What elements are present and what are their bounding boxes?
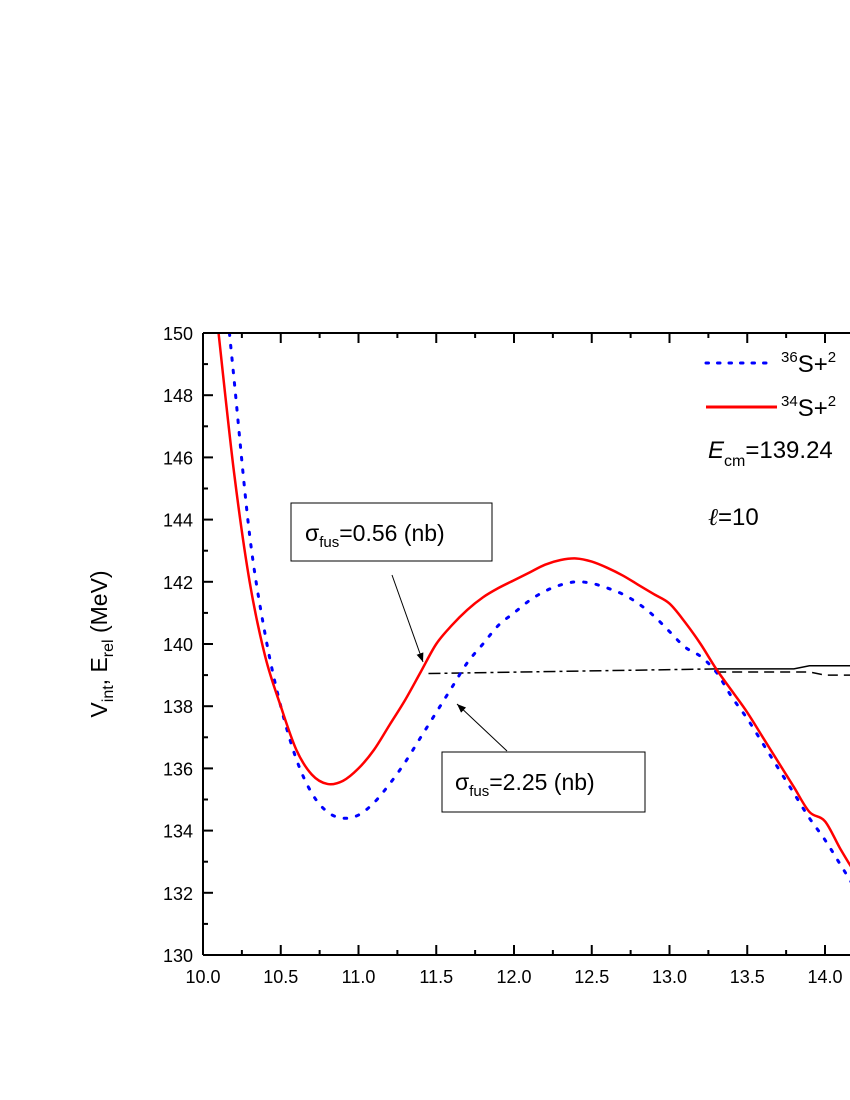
energy-line-solid [716, 665, 850, 670]
x-tick-label: 14.0 [807, 967, 842, 987]
x-tick-label: 10.0 [185, 967, 220, 987]
energy-line-dashed [716, 671, 850, 676]
x-tick-label: 12.5 [574, 967, 609, 987]
x-tick-label: 12.0 [496, 967, 531, 987]
annotation-arrow [391, 574, 424, 663]
ecm-label: Ecm=139.24 [708, 437, 833, 470]
svg-text:σfus=2.25 (nb): σfus=2.25 (nb) [455, 769, 595, 800]
y-tick-label: 136 [163, 759, 193, 779]
annotation-arrow [456, 703, 508, 752]
energy-line-dash-dot [428, 668, 717, 675]
y-tick-label: 148 [163, 386, 193, 406]
angular-momentum-label: ℓ=10 [708, 503, 759, 531]
y-tick-label: 150 [163, 324, 193, 344]
axis-ticks: 10.0 10.5 11.0 11.5 12.0 12.5 13.0 13.5 14.0 130 1… [163, 324, 843, 987]
annotation-sigma-056: σfus=0.56 (nb) [290, 502, 493, 663]
y-tick-label: 142 [163, 573, 193, 593]
svg-text:σfus=0.56 (nb): σfus=0.56 (nb) [305, 520, 445, 551]
annotation-sigma-225: σfus=2.25 (nb) [441, 703, 646, 813]
y-tick-label: 140 [163, 635, 193, 655]
series-group [217, 333, 850, 883]
y-tick-label: 130 [163, 946, 193, 966]
x-tick-label: 13.0 [652, 967, 687, 987]
legend: 36S+2 34S+2 Ecm=139.24 ℓ=10 [704, 349, 836, 531]
x-tick-label: 11.0 [342, 967, 376, 987]
x-tick-label: 10.5 [263, 967, 298, 987]
legend-label-36s: 36S+2 [781, 349, 836, 378]
y-tick-label: 138 [163, 697, 193, 717]
x-tick-label: 13.5 [730, 967, 765, 987]
y-tick-label: 146 [163, 448, 193, 468]
x-tick-label: 11.5 [419, 967, 453, 987]
y-tick-label: 132 [163, 884, 193, 904]
y-axis-label: Vint, Erel (MeV) [86, 570, 117, 717]
series-line-34s [217, 333, 850, 868]
legend-label-34s: 34S+2 [781, 393, 836, 422]
y-tick-label: 134 [163, 822, 193, 842]
series-line-36s [227, 333, 850, 883]
y-tick-label: 144 [163, 511, 193, 531]
